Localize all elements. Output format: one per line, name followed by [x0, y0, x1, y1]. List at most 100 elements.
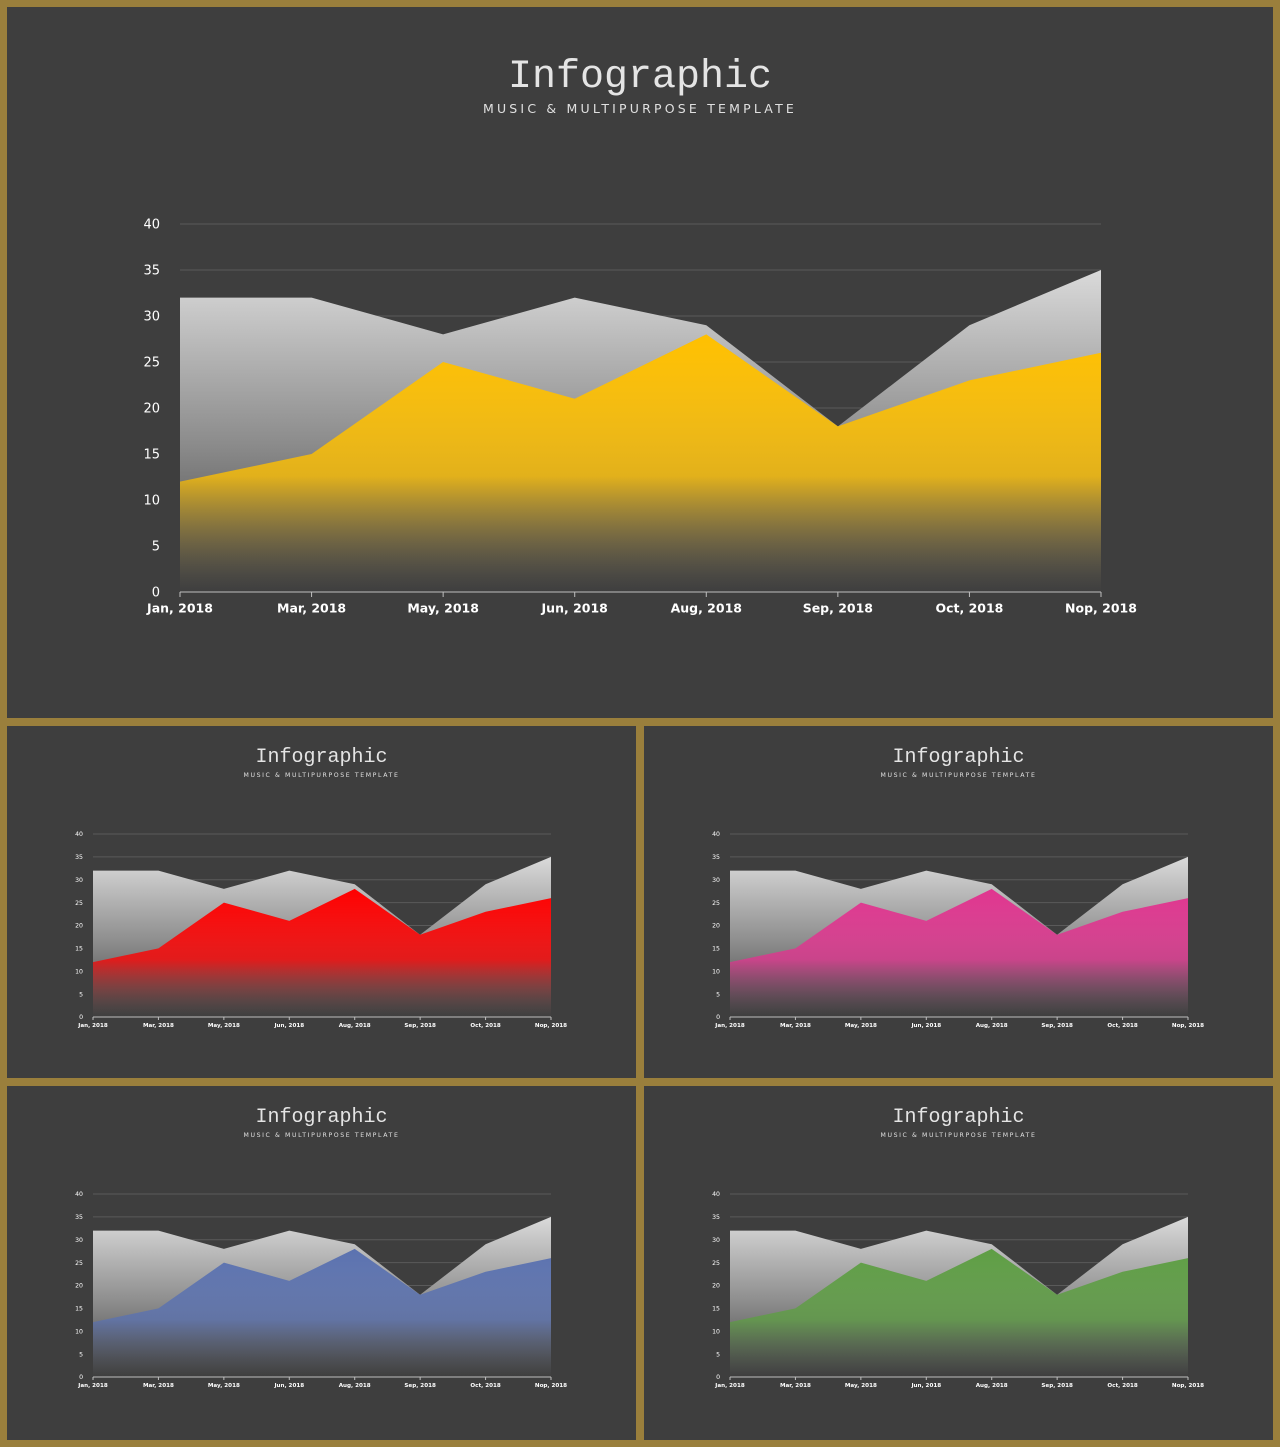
area-series-1: [730, 1248, 1188, 1377]
x-tick-label: Nop, 2018: [535, 1023, 567, 1029]
x-tick-label: Sep, 2018: [803, 601, 873, 616]
y-tick-label: 35: [712, 1214, 720, 1221]
chart-title: Infographic: [892, 746, 1025, 769]
y-tick-label: 10: [712, 968, 720, 975]
y-tick-label: 30: [712, 877, 720, 884]
y-tick-label: 10: [75, 1328, 83, 1335]
chart-panel-main: Infographic MUSIC & MULTIPURPOSE TEMPLAT…: [7, 7, 1273, 718]
y-tick-label: 40: [75, 831, 83, 838]
x-tick-label: May, 2018: [407, 601, 479, 616]
x-tick-label: Mar, 2018: [143, 1023, 174, 1029]
x-tick-label: Jan, 2018: [77, 1383, 108, 1389]
x-tick-label: Mar, 2018: [780, 1383, 811, 1389]
y-tick-label: 0: [79, 1374, 83, 1381]
area-series-1: [93, 888, 551, 1017]
y-tick-label: 40: [75, 1191, 83, 1198]
x-tick-label: May, 2018: [208, 1023, 240, 1029]
y-tick-label: 35: [75, 1214, 83, 1221]
x-tick-label: Nop, 2018: [1065, 601, 1137, 616]
x-tick-label: Aug, 2018: [976, 1023, 1008, 1029]
y-tick-label: 15: [712, 946, 720, 953]
y-tick-label: 5: [79, 1351, 83, 1358]
y-tick-label: 5: [79, 991, 83, 998]
chart-subtitle: MUSIC & MULTIPURPOSE TEMPLATE: [243, 1132, 400, 1139]
x-tick-label: Aug, 2018: [339, 1383, 371, 1389]
x-tick-label: May, 2018: [208, 1383, 240, 1389]
y-tick-label: 0: [152, 586, 160, 601]
chart-panel-red: Infographic MUSIC & MULTIPURPOSE TEMPLAT…: [7, 726, 636, 1078]
y-tick-label: 25: [75, 900, 83, 907]
chart-title: Infographic: [507, 55, 773, 100]
y-tick-label: 0: [716, 1374, 720, 1381]
chart-subtitle: MUSIC & MULTIPURPOSE TEMPLATE: [880, 1132, 1037, 1139]
y-tick-label: 15: [75, 1306, 83, 1313]
x-tick-label: Jan, 2018: [714, 1023, 745, 1029]
chart-subtitle: MUSIC & MULTIPURPOSE TEMPLATE: [482, 101, 798, 116]
y-tick-label: 15: [75, 946, 83, 953]
x-tick-label: Jun, 2018: [910, 1383, 941, 1389]
x-tick-label: Jun, 2018: [273, 1383, 304, 1389]
y-tick-label: 20: [143, 402, 160, 417]
area-chart-red: 0 5 10 15 20 25 30 35 40 Jan, 2018 Mar, 2018 May, 2…: [75, 831, 567, 1029]
x-tick-label: Mar, 2018: [277, 601, 346, 616]
x-tick-label: May, 2018: [845, 1023, 877, 1029]
y-tick-label: 10: [75, 968, 83, 975]
chart-subtitle: MUSIC & MULTIPURPOSE TEMPLATE: [880, 772, 1037, 779]
chart-panel-pink: Infographic MUSIC & MULTIPURPOSE TEMPLAT…: [644, 726, 1273, 1078]
chart-panel-green: Infographic MUSIC & MULTIPURPOSE TEMPLAT…: [644, 1086, 1273, 1440]
chart-subtitle: MUSIC & MULTIPURPOSE TEMPLATE: [243, 772, 400, 779]
y-tick-label: 30: [75, 1237, 83, 1244]
y-tick-label: 5: [716, 991, 720, 998]
area-series-1: [180, 334, 1101, 592]
x-tick-label: Aug, 2018: [339, 1023, 371, 1029]
x-tick-label: Jun, 2018: [273, 1023, 304, 1029]
area-chart-pink: 0 5 10 15 20 25 30 35 40 Jan, 2018 Mar, 2018 May, 2…: [712, 831, 1204, 1029]
y-tick-label: 35: [143, 264, 160, 279]
y-tick-label: 40: [143, 218, 160, 233]
x-tick-label: Jan, 2018: [146, 601, 213, 616]
x-tick-label: Mar, 2018: [143, 1383, 174, 1389]
x-tick-label: Nop, 2018: [1172, 1023, 1204, 1029]
x-tick-label: Aug, 2018: [671, 601, 742, 616]
y-tick-label: 30: [75, 877, 83, 884]
y-tick-label: 35: [75, 854, 83, 861]
x-tick-label: Oct, 2018: [1107, 1023, 1137, 1029]
x-tick-label: Sep, 2018: [1041, 1383, 1073, 1389]
y-tick-label: 15: [143, 448, 160, 463]
x-tick-label: Jan, 2018: [77, 1023, 108, 1029]
chart-title: Infographic: [255, 1106, 388, 1129]
y-tick-label: 35: [712, 854, 720, 861]
x-tick-label: Sep, 2018: [1041, 1023, 1073, 1029]
y-tick-label: 20: [712, 1283, 720, 1290]
area-chart-blue: 0 5 10 15 20 25 30 35 40 Jan, 2018 Mar, 2018 May, 2…: [75, 1191, 567, 1389]
x-tick-label: Aug, 2018: [976, 1383, 1008, 1389]
x-tick-label: Nop, 2018: [1172, 1383, 1204, 1389]
y-tick-label: 10: [143, 494, 160, 509]
x-tick-label: Oct, 2018: [935, 601, 1003, 616]
y-tick-label: 25: [712, 900, 720, 907]
y-tick-label: 25: [712, 1260, 720, 1267]
y-tick-label: 5: [152, 540, 160, 555]
y-tick-label: 25: [75, 1260, 83, 1267]
x-tick-label: Oct, 2018: [470, 1023, 500, 1029]
y-tick-label: 30: [712, 1237, 720, 1244]
area-series-1: [730, 888, 1188, 1017]
y-tick-label: 40: [712, 1191, 720, 1198]
x-tick-label: Nop, 2018: [535, 1383, 567, 1389]
y-tick-label: 0: [79, 1014, 83, 1021]
y-tick-label: 20: [75, 1283, 83, 1290]
y-tick-label: 25: [143, 356, 160, 371]
y-tick-label: 0: [716, 1014, 720, 1021]
x-tick-label: Oct, 2018: [1107, 1383, 1137, 1389]
y-tick-label: 40: [712, 831, 720, 838]
area-series-1: [93, 1248, 551, 1377]
x-tick-label: Mar, 2018: [780, 1023, 811, 1029]
y-tick-label: 10: [712, 1328, 720, 1335]
y-tick-label: 20: [712, 923, 720, 930]
x-tick-label: Jun, 2018: [910, 1023, 941, 1029]
y-tick-label: 5: [716, 1351, 720, 1358]
y-tick-label: 15: [712, 1306, 720, 1313]
x-tick-label: Oct, 2018: [470, 1383, 500, 1389]
area-chart-green: 0 5 10 15 20 25 30 35 40 Jan, 2018 Mar, 2018 May, 2…: [712, 1191, 1204, 1389]
x-tick-label: Sep, 2018: [404, 1023, 436, 1029]
